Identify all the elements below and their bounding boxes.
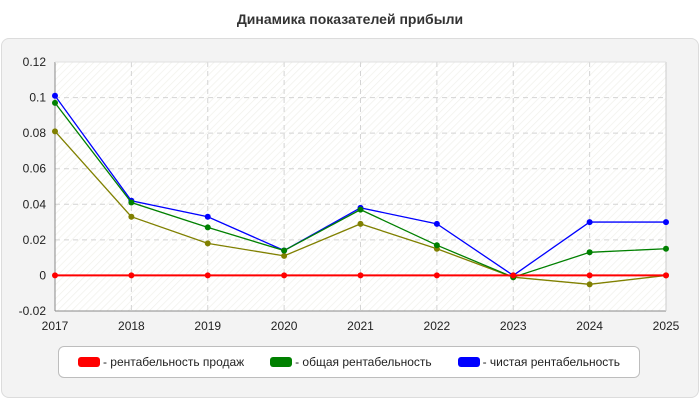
- x-tick-label: 2021: [347, 319, 374, 333]
- legend-item-sales: - рентабельность продаж: [77, 355, 245, 369]
- legend-label-net: - чистая рентабельность: [482, 355, 621, 369]
- data-point-2: [204, 213, 211, 220]
- data-point-3: [357, 220, 364, 227]
- y-tick-label: 0.04: [23, 197, 47, 211]
- data-point-0: [52, 272, 58, 279]
- x-tick-label: 2024: [576, 319, 603, 333]
- x-tick-label: 2017: [42, 319, 69, 333]
- y-tick-label: 0.12: [23, 55, 47, 69]
- data-point-2: [52, 92, 58, 99]
- data-point-3: [586, 281, 593, 288]
- data-point-0: [281, 272, 288, 279]
- data-point-0: [357, 272, 364, 279]
- x-tick-label: 2023: [500, 319, 527, 333]
- y-tick-label: 0.08: [23, 126, 47, 140]
- legend-label-sales: - рентабельность продаж: [102, 355, 245, 369]
- data-point-0: [128, 272, 135, 279]
- legend-label-total: - общая рентабельность: [295, 355, 432, 369]
- data-point-1: [586, 249, 593, 256]
- data-point-2: [586, 219, 593, 226]
- legend-swatch-net: [457, 357, 480, 367]
- data-point-3: [128, 213, 135, 220]
- x-tick-label: 2025: [653, 319, 680, 333]
- data-point-1: [204, 224, 211, 231]
- data-point-3: [204, 240, 211, 247]
- data-point-1: [128, 199, 135, 206]
- x-tick-label: 2018: [118, 319, 145, 333]
- data-point-1: [663, 245, 669, 252]
- data-point-3: [281, 252, 288, 259]
- legend-item-net: - чистая рентабельность: [457, 355, 621, 369]
- y-tick-label: 0: [39, 268, 46, 282]
- legend: - рентабельность продаж - общая рентабел…: [58, 346, 640, 378]
- tick-labels: -0.02 0 0.02 0.04 0.06 0.08 0.1 0.12 2017 2018 201…: [19, 55, 680, 333]
- y-tick-label: -0.02: [19, 304, 47, 318]
- data-point-0: [204, 272, 211, 279]
- data-point-2: [663, 219, 669, 226]
- legend-swatch-total: [270, 357, 293, 367]
- x-tick-label: 2022: [424, 319, 451, 333]
- data-point-1: [357, 206, 364, 213]
- data-point-3: [52, 128, 58, 135]
- data-point-0: [586, 272, 593, 279]
- x-tick-label: 2019: [194, 319, 221, 333]
- chart-title: Динамика показателей прибыли: [236, 11, 464, 27]
- y-tick-label: 0.1: [29, 91, 46, 105]
- data-point-1: [281, 247, 288, 254]
- series-group: [52, 92, 669, 288]
- y-tick-label: 0.06: [23, 162, 47, 176]
- x-tick-label: 2020: [271, 319, 298, 333]
- data-point-0: [433, 272, 440, 279]
- data-point-1: [52, 99, 58, 106]
- data-point-0: [663, 272, 669, 279]
- data-point-1: [433, 242, 440, 249]
- data-point-2: [433, 220, 440, 227]
- y-tick-label: 0.02: [23, 233, 47, 247]
- legend-swatch-sales: [77, 357, 100, 367]
- legend-item-total: - общая рентабельность: [270, 355, 432, 369]
- data-point-0: [510, 272, 517, 279]
